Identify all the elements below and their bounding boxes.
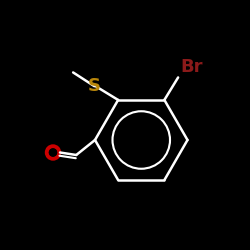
Circle shape [50,149,56,156]
Text: S: S [88,77,101,95]
Text: Br: Br [180,58,203,76]
